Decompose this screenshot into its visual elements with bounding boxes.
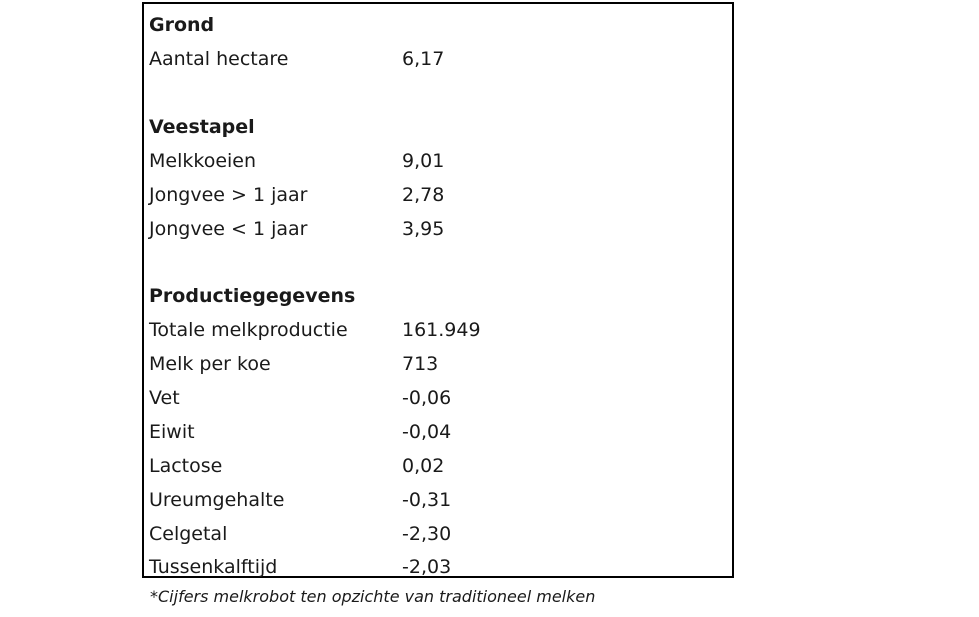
heading-label: Grond [149,14,215,36]
row-label: Lactose [149,455,223,477]
row-value: -0,31 [402,489,452,511]
row-label: Ureumgehalte [149,489,285,511]
data-table: Grond Aantal hectare 6,17 Veestapel Melk… [142,2,734,578]
row-value: 2,78 [402,184,445,206]
row-label: Jongvee < 1 jaar [149,218,308,240]
row-value: -2,30 [402,523,452,545]
row-label: Melk per koe [149,353,271,375]
row-label: Aantal hectare [149,48,289,70]
row-value: 3,95 [402,218,445,240]
row-label: Melkkoeien [149,150,257,172]
row-value: -2,03 [402,556,452,578]
footnote: *Cijfers melkrobot ten opzichte van trad… [150,587,596,606]
row-label: Vet [149,387,180,409]
row-label: Tussenkalftijd [149,556,278,578]
row-value: 713 [402,353,439,375]
heading-label: Productiegegevens [149,285,356,307]
row-label: Totale melkproductie [149,319,348,341]
row-value: 9,01 [402,150,445,172]
row-label: Jongvee > 1 jaar [149,184,308,206]
row-value: 6,17 [402,48,445,70]
row-label: Eiwit [149,421,195,443]
row-value: -0,06 [402,387,452,409]
row-label: Celgetal [149,523,228,545]
row-value: 0,02 [402,455,445,477]
row-value: -0,04 [402,421,452,443]
row-value: 161.949 [402,319,481,341]
heading-label: Veestapel [149,116,255,138]
